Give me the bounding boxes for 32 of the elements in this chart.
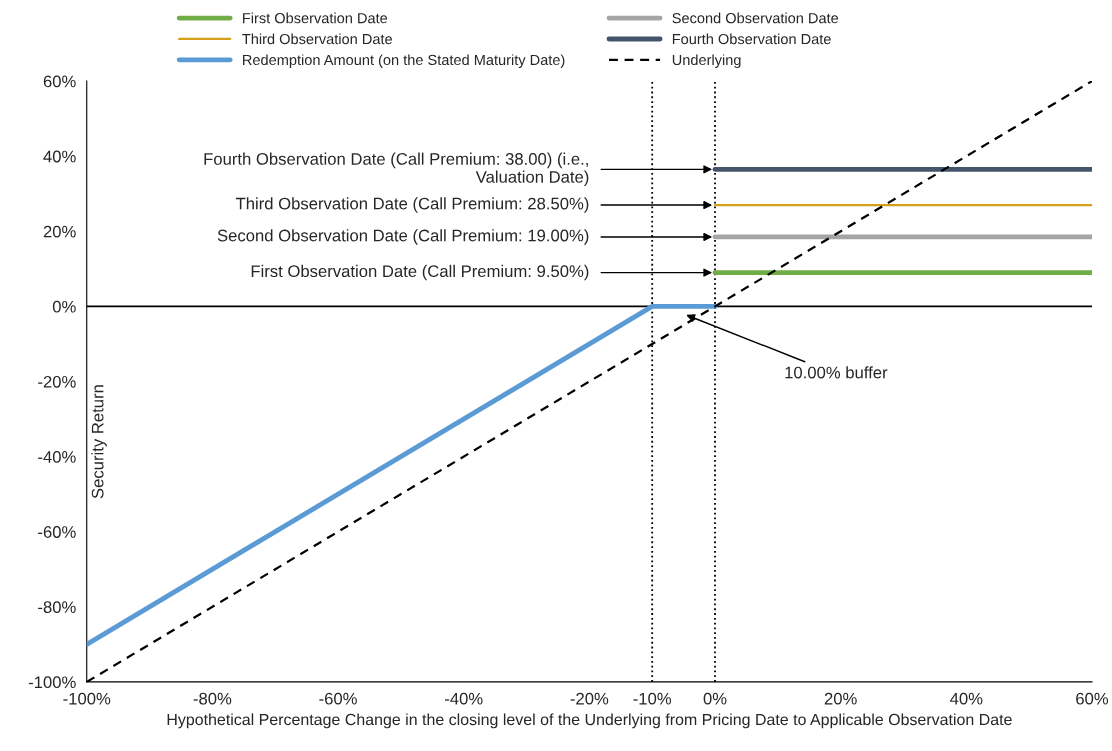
y-tick-label: -40% <box>38 451 76 463</box>
legend-label: First Observation Date <box>243 12 388 24</box>
y-tick-label: -80% <box>38 601 76 614</box>
y-tick-label: -60% <box>38 526 76 538</box>
x-tick-label: -100% <box>63 692 111 705</box>
legend-label: Third Observation Date <box>242 33 392 45</box>
x-tick-label: 40% <box>950 692 983 705</box>
y-tick-label: -100% <box>28 676 76 689</box>
legend-label: Fourth Observation Date <box>672 33 831 45</box>
legend-label: Redemption Amount (on the Stated Maturity Date) <box>243 54 565 68</box>
y-axis-title: Security Return <box>91 385 107 499</box>
annotation: 10.00% buffer <box>785 366 888 379</box>
x-tick-label: 20% <box>824 692 857 705</box>
legend-label: Second Observation Date <box>672 12 839 24</box>
annotation: Fourth Observation Date (Call Premium: 38.00) (i.e., Valuation Date) <box>204 152 589 187</box>
annotation: First Observation Date (Call Premium: 9.50%) <box>251 264 589 281</box>
x-tick-label: 60% <box>1076 692 1109 705</box>
y-tick-label: -20% <box>38 375 76 388</box>
y-tick-label: 0% <box>52 300 76 313</box>
x-tick-label: -10% <box>633 692 672 705</box>
x-axis-title: Hypothetical Percentage Change in the closing level of the Underlying from Pricing Date to Applicable Observation Date <box>167 713 1012 729</box>
y-tick-label: 60% <box>43 75 76 88</box>
x-tick-label: 0% <box>703 692 727 705</box>
x-tick-label: -20% <box>570 692 609 705</box>
y-tick-label: 40% <box>43 150 76 163</box>
x-tick-label: -60% <box>319 692 357 705</box>
legend-label: Underlying <box>672 54 741 68</box>
annotation: Third Observation Date (Call Premium: 28.50%) <box>235 197 589 213</box>
x-tick-label: -40% <box>444 692 483 705</box>
y-tick-label: 20% <box>43 225 76 238</box>
x-tick-label: -80% <box>193 692 232 705</box>
annotation: Second Observation Date (Call Premium: 19.00%) <box>217 229 589 245</box>
